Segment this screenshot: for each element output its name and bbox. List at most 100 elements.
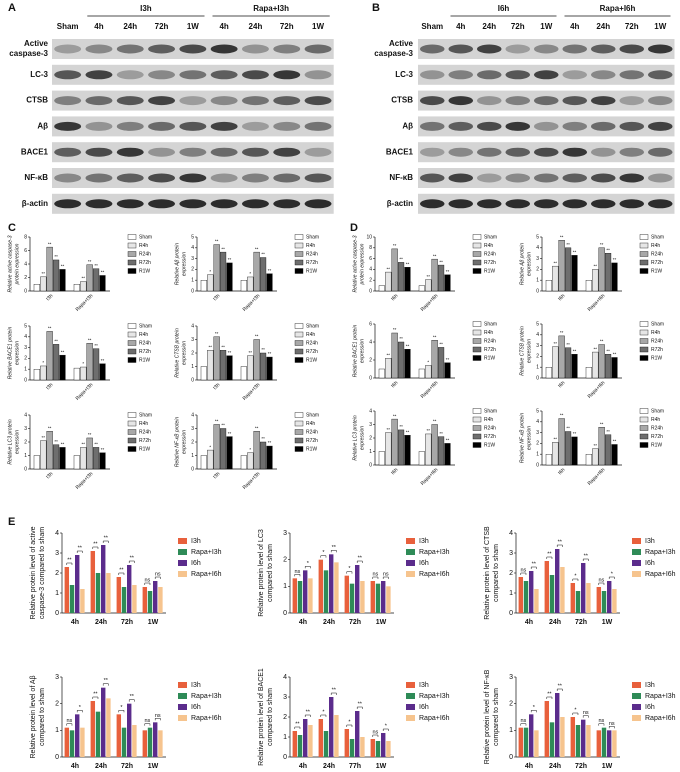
bar xyxy=(247,276,254,292)
blot-band xyxy=(476,96,502,106)
significance-label: ** xyxy=(573,431,577,436)
y-tick-label: 3 xyxy=(55,550,59,557)
y-axis-label: expression xyxy=(14,341,20,365)
significance-label: ** xyxy=(600,242,604,247)
blot-band xyxy=(419,121,445,131)
y-tick-label: 4 xyxy=(369,267,372,273)
significance-label: ** xyxy=(446,269,450,274)
legend-swatch xyxy=(406,549,415,555)
legend-swatch xyxy=(406,715,415,721)
bar xyxy=(544,701,550,757)
legend-swatch xyxy=(178,682,187,688)
significance-label: ** xyxy=(94,343,98,348)
y-tick-label: 3 xyxy=(283,530,287,537)
blot-band xyxy=(273,121,301,131)
lane-label: 4h xyxy=(219,22,228,31)
significance-bracket xyxy=(356,706,363,709)
significance-label: ** xyxy=(554,437,558,442)
significance-label: * xyxy=(348,719,351,725)
bar xyxy=(391,332,398,379)
blot-band xyxy=(419,199,445,209)
significance-label: * xyxy=(574,707,577,713)
y-tick-label: 5 xyxy=(536,234,539,240)
y-tick-label: 3 xyxy=(191,337,194,343)
bar xyxy=(75,714,80,757)
significance-label: ** xyxy=(61,264,65,269)
legend-label: R24h xyxy=(139,340,151,346)
blot-row-label: NF-κB xyxy=(24,173,48,182)
blot-band xyxy=(210,121,238,131)
x-tick-label: 4h xyxy=(71,763,79,770)
x-tick-label: 1W xyxy=(148,763,159,770)
bar xyxy=(598,427,605,466)
blot-band xyxy=(241,147,269,157)
y-axis-label: Relative CTSB protein xyxy=(519,326,525,376)
y-tick-label: 6 xyxy=(369,321,372,327)
blot-band xyxy=(148,96,176,106)
y-tick-label: 0 xyxy=(283,754,287,761)
bar xyxy=(95,711,101,757)
legend-swatch xyxy=(406,538,415,544)
significance-label: ** xyxy=(48,241,52,246)
bar xyxy=(385,271,392,292)
y-tick-label: 10 xyxy=(366,234,372,240)
bar xyxy=(592,269,599,292)
blot-row-label: NF-κB xyxy=(389,173,413,182)
bar xyxy=(571,436,578,466)
significance-label: ** xyxy=(433,419,437,424)
bar xyxy=(121,727,127,757)
blot-row-label: BACE1 xyxy=(386,147,414,156)
blot-band xyxy=(273,173,301,183)
legend-label: R24h xyxy=(484,425,496,431)
significance-bracket xyxy=(154,576,161,579)
blot-band xyxy=(241,199,269,209)
blot-band xyxy=(148,44,176,54)
y-axis-label: Relative protein level of LC3 xyxy=(258,529,265,617)
lane-label: 1W xyxy=(654,22,666,31)
y-axis-label: Relative protein level of active xyxy=(30,526,37,619)
significance-label: ** xyxy=(387,427,391,432)
legend-label: Rapa+I6h xyxy=(419,715,450,722)
bar xyxy=(360,581,365,613)
bar xyxy=(398,262,405,292)
y-tick-label: 2 xyxy=(191,439,194,445)
bar xyxy=(585,367,592,379)
significance-label: ** xyxy=(82,442,86,447)
blot-band xyxy=(304,199,332,209)
legend-swatch xyxy=(406,704,415,710)
significance-label: ** xyxy=(393,243,397,248)
bar xyxy=(240,366,247,381)
legend-label: R4h xyxy=(306,421,315,427)
significance-bracket xyxy=(66,562,73,565)
significance-label: ** xyxy=(221,423,225,428)
legend-swatch xyxy=(127,420,137,427)
bar xyxy=(99,275,106,292)
blot-row-label: CTSB xyxy=(391,96,413,105)
bar xyxy=(266,356,273,381)
lane-label: 4h xyxy=(456,22,465,31)
bar xyxy=(344,575,350,613)
bar xyxy=(318,559,324,613)
x-tick-label: 1W xyxy=(148,619,159,626)
significance-label: ** xyxy=(439,431,443,436)
bar xyxy=(73,455,80,470)
blot-band xyxy=(148,121,176,131)
x-tick-label: 77h xyxy=(349,763,361,770)
legend-label: R24h xyxy=(306,251,318,257)
legend-label: R24h xyxy=(651,425,663,431)
legend-swatch xyxy=(127,348,137,355)
significance-label: ** xyxy=(332,545,337,551)
bar xyxy=(386,741,391,757)
y-tick-label: 3 xyxy=(24,345,27,351)
bar xyxy=(378,451,385,466)
bar xyxy=(292,578,298,613)
significance-label: ** xyxy=(358,555,363,561)
significance-label: ** xyxy=(406,429,410,434)
bar xyxy=(552,265,559,292)
legend-swatch xyxy=(178,571,187,577)
blot-band xyxy=(448,44,474,54)
y-tick-label: 0 xyxy=(24,377,27,383)
significance-label: ** xyxy=(554,260,558,265)
bar xyxy=(213,336,220,381)
bar xyxy=(378,368,385,379)
